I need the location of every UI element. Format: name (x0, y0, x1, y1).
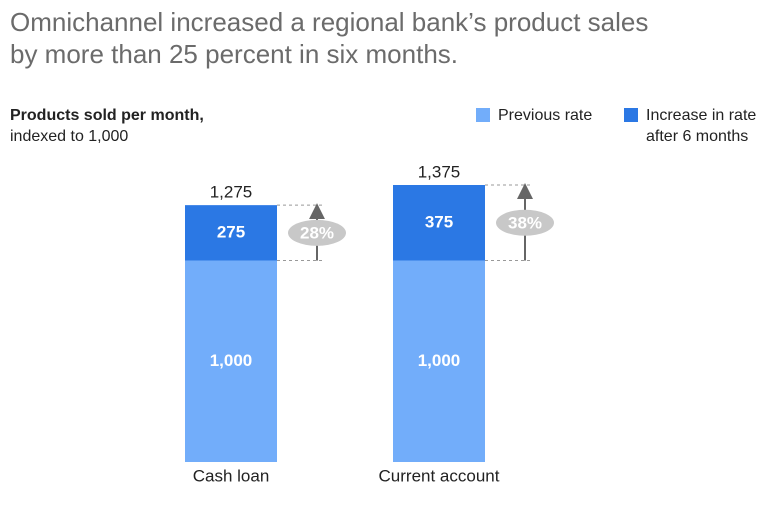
subtitle-line: Products sold per month, (10, 107, 204, 124)
subtitle: Products sold per month, indexed to 1,00… (10, 105, 204, 147)
legend-swatch (624, 108, 638, 122)
growth-badge (496, 209, 554, 236)
x-tick-label: Current account (379, 466, 500, 485)
total-label: 1,375 (418, 162, 461, 181)
value-label: 1,000 (418, 351, 461, 370)
bar-segment (393, 260, 485, 462)
growth-badge (288, 219, 346, 246)
value-label: 275 (217, 222, 245, 241)
legend-label: Increase in rate after 6 months (646, 107, 757, 145)
total-label: 1,275 (210, 183, 253, 202)
bar-segment (185, 260, 277, 462)
x-tick-label: Cash loan (193, 466, 270, 485)
value-label: 1,000 (210, 351, 253, 370)
title-line: Omnichannel increased a regional bank’s … (10, 7, 649, 37)
value-label: 375 (425, 212, 453, 231)
bar-segment (185, 205, 277, 261)
growth-label: 28% (300, 223, 334, 242)
subtitle-line: indexed to 1,000 (10, 128, 129, 145)
title-line: by more than 25 percent in six months. (10, 39, 459, 69)
legend-swatch (476, 108, 490, 122)
bar-segment (393, 185, 485, 261)
legend-label: Previous rate (498, 107, 593, 124)
growth-label: 38% (508, 213, 542, 232)
title: Omnichannel increased a regional bank’s … (10, 6, 648, 70)
